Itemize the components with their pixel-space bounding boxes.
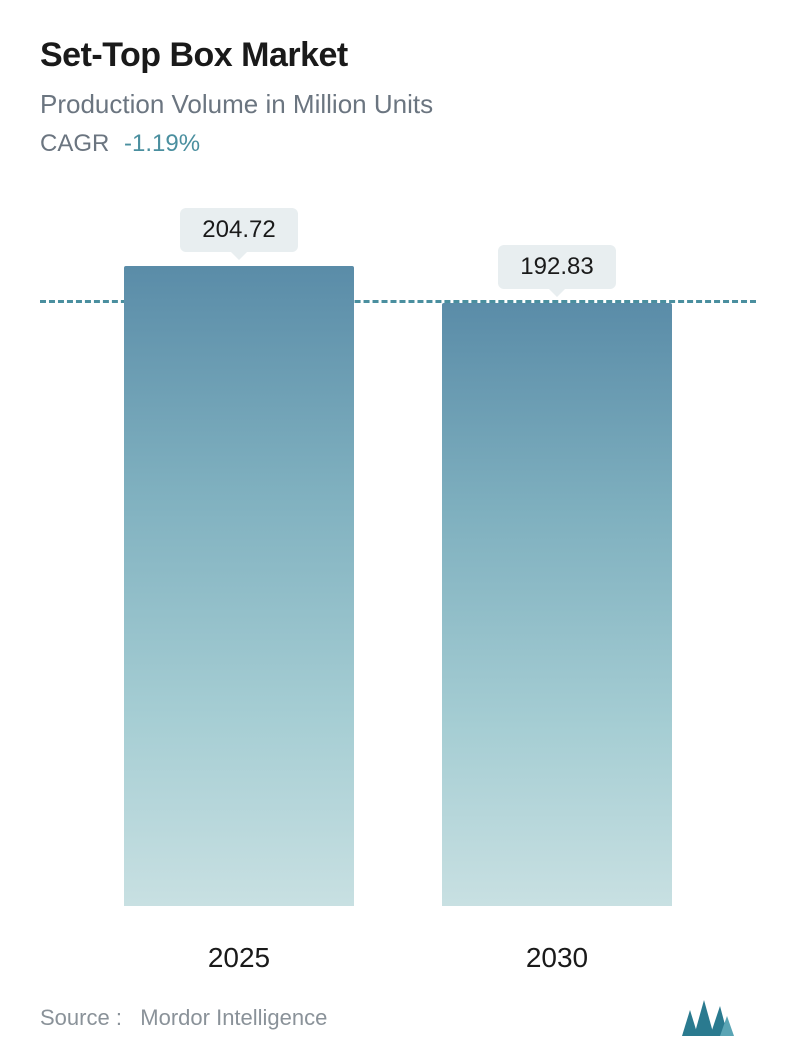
x-axis-labels: 2025 2030 [40, 926, 756, 974]
cagr-label: CAGR [40, 130, 109, 157]
source-name: Mordor Intelligence [140, 1005, 327, 1030]
bar-0 [124, 266, 354, 906]
bar-group-1: 192.83 [442, 245, 672, 906]
cagr-value: -1.19% [124, 130, 200, 157]
bar-1 [442, 303, 672, 906]
source-text: Source : Mordor Intelligence [40, 1005, 327, 1031]
chart-container: Set-Top Box Market Production Volume in … [0, 0, 796, 1034]
cagr-row: CAGR -1.19% [40, 130, 756, 158]
chart-subtitle: Production Volume in Million Units [40, 89, 756, 120]
bar-group-0: 204.72 [124, 208, 354, 906]
source-label: Source : [40, 1005, 122, 1030]
chart-plot-area: 204.72 192.83 [40, 208, 756, 926]
bar-value-label-1: 192.83 [498, 245, 615, 289]
brand-logo-icon [680, 998, 736, 1038]
bar-value-label-0: 204.72 [180, 208, 297, 252]
chart-footer: Source : Mordor Intelligence [40, 974, 756, 1038]
x-label-1: 2030 [442, 942, 672, 974]
chart-title: Set-Top Box Market [40, 36, 756, 75]
x-label-0: 2025 [124, 942, 354, 974]
